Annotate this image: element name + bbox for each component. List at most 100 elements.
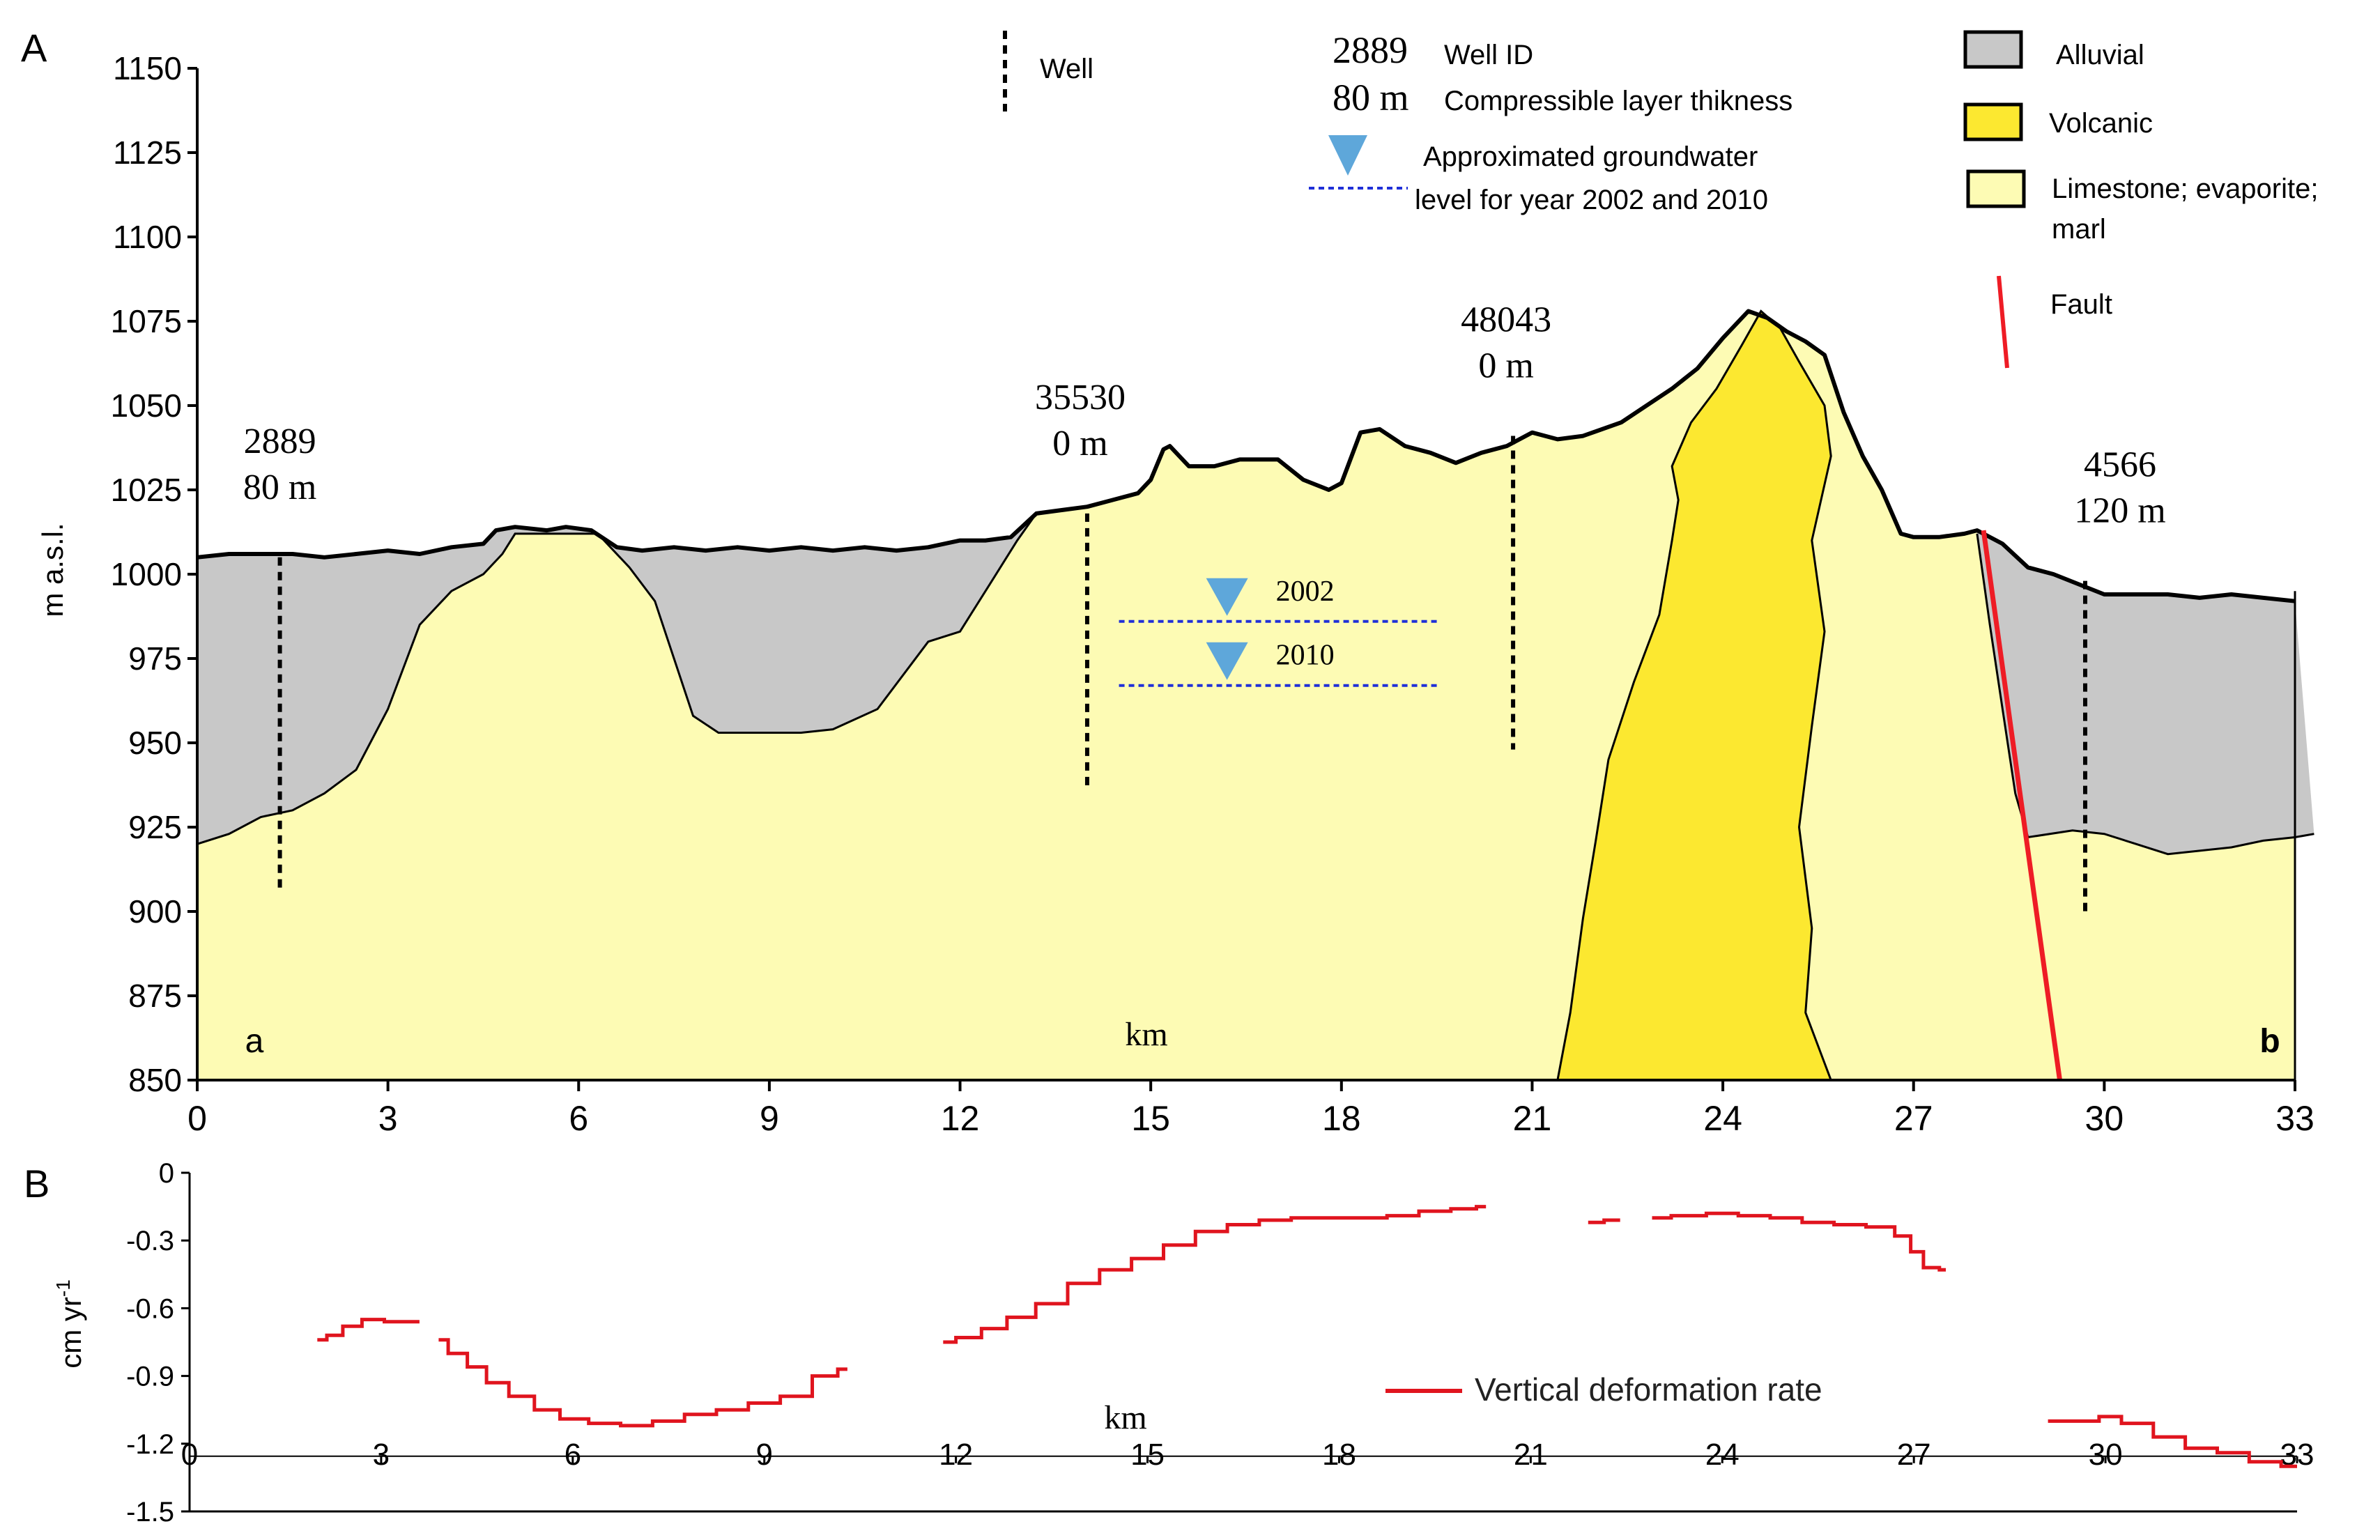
panel-a-x-tick-label: 6: [569, 1099, 588, 1138]
end-label-b: b: [2259, 1023, 2280, 1060]
well-id-label: 2889: [244, 422, 316, 461]
groundwater-levels: 2002 2010: [1119, 576, 1437, 687]
panel-a-y-tick-label: 850: [128, 1062, 182, 1098]
panel-b-x-tick-label: 21: [1514, 1438, 1548, 1472]
panel-a-x-tick-label: 21: [1513, 1099, 1552, 1138]
panel-b-x-tick-label: 12: [939, 1438, 973, 1472]
panel-b-y-tick-label: 0: [159, 1158, 174, 1189]
panel-a-y-tick-label: 975: [128, 640, 182, 677]
panel-b-axes: 0-0.3-0.6-0.9-1.2-1.50 3 6 9 12 15 18 21 24 27 30 3…: [126, 1158, 2314, 1527]
panel-b-x-tick-label: 30: [2089, 1438, 2123, 1472]
panel-a-x-tick-label: 9: [760, 1099, 779, 1138]
panel-a-axes: 850 875 900 925 950 975 1000 1025 1050 1075 1100 11…: [111, 50, 2314, 1138]
groundwater-marker-2002: [1206, 578, 1248, 616]
panel-b-x-tick-label: 15: [1130, 1438, 1165, 1472]
panel-b-y-tick-label: -1.2: [126, 1429, 174, 1460]
panel-b-x-tick-label: 6: [565, 1438, 581, 1472]
well-thickness-label: 80 m: [243, 468, 316, 507]
panel-b-x-tick-label: 9: [755, 1438, 772, 1472]
volcanic-body: [1556, 309, 1833, 1081]
legend-alluvial-label: Alluvial: [2056, 40, 2144, 70]
legend-volcanic-label: Volcanic: [2049, 108, 2153, 139]
alluvial-layer-right: [1976, 530, 2314, 854]
panel-b-y-tick-label: -0.9: [126, 1362, 174, 1392]
deformation-rate-segment: [943, 1205, 1487, 1344]
deformation-rate-segment: [317, 1318, 420, 1342]
groundwater-marker-2010: [1206, 642, 1248, 680]
deformation-series: [317, 1205, 2297, 1468]
panel-a-x-tick-label: 12: [941, 1099, 980, 1138]
limestone-layer: [197, 311, 2295, 1080]
panel-b-x-tick-label: 0: [181, 1438, 198, 1472]
deformation-rate-segment: [2048, 1415, 2297, 1468]
panel-b-x-tick-label: 27: [1897, 1438, 1931, 1472]
legend-well-id-example: 2889: [1333, 29, 1408, 71]
groundwater-year-2010: 2010: [1276, 640, 1335, 672]
ground-surface-line: [197, 309, 2296, 603]
panel-b-legend-label: Vertical deformation rate: [1475, 1371, 1822, 1408]
alluvial-right-base-line: [1976, 533, 2314, 856]
panel-a-y-tick-label: 1050: [111, 387, 182, 424]
well-id-label: 4566: [2084, 445, 2156, 485]
legend-limestone-swatch: [1966, 169, 2026, 208]
well-thickness-label: 0 m: [1052, 424, 1107, 463]
panel-b-x-tick-label: 18: [1322, 1438, 1356, 1472]
panel-a-y-tick-label: 1025: [111, 472, 182, 508]
panel-a-y-tick-label: 1000: [111, 556, 182, 592]
panel-a-y-tick-label: 1100: [113, 219, 182, 255]
panel-a-y-tick-label: 1150: [113, 50, 182, 86]
legend-groundwater-line1: Approximated groundwater: [1423, 141, 1758, 172]
panel-a-label: A: [21, 26, 47, 70]
panel-b-ylabel-main: cm yr: [54, 1297, 87, 1369]
deformation-rate-segment: [1652, 1211, 1946, 1272]
legend-limestone-line1: Limestone; evaporite;: [2052, 174, 2318, 204]
panel-b-xlabel: km: [1104, 1399, 1146, 1436]
panel-b-x-tick-label: 24: [1705, 1438, 1740, 1472]
legend-volcanic-swatch: [1963, 102, 2023, 141]
panel-a-x-tick-label: 24: [1703, 1099, 1742, 1138]
geology-layers: [196, 309, 2314, 1081]
legend-groundwater-marker: [1328, 135, 1367, 176]
svg-text:cm yr-1: cm yr-1: [52, 1279, 87, 1369]
panel-a-y-tick-label: 1075: [111, 303, 182, 339]
legend-limestone-line2: marl: [2052, 214, 2106, 245]
fault-line: [1981, 530, 2062, 1081]
well-thickness-label: 120 m: [2074, 491, 2165, 531]
end-label-a: a: [245, 1023, 264, 1060]
legend-thickness-example: 80 m: [1333, 77, 1409, 118]
deformation-rate-segment: [1588, 1218, 1620, 1224]
panel-a-x-tick-label: 0: [187, 1099, 207, 1138]
deformation-rate-segment: [438, 1338, 847, 1428]
panel-a-y-tick-label: 950: [128, 725, 182, 761]
groundwater-year-2002: 2002: [1276, 576, 1335, 608]
panel-a-ylabel: m a.s.l.: [36, 523, 69, 617]
panel-a-x-tick-label: 33: [2275, 1099, 2314, 1138]
panel-a-xlabel: km: [1125, 1016, 1167, 1053]
panel-a-y-tick-label: 900: [128, 893, 182, 930]
panel-b-ylabel: cm yr-1: [52, 1279, 87, 1369]
panel-b-ylabel-sup: -1: [52, 1279, 74, 1297]
wells: 2889 80 m 35530 0 m 48043 0 m 4566 120 m: [243, 300, 2166, 915]
legend-fault-label: Fault: [2050, 289, 2112, 320]
panel-a-y-tick-label: 875: [128, 978, 182, 1014]
panel-b-y-tick-label: -0.6: [126, 1293, 174, 1324]
legend-well-id-label: Well ID: [1444, 40, 1533, 70]
panel-a-y-tick-label: 1125: [113, 134, 182, 171]
well-id-label: 35530: [1035, 378, 1126, 417]
panel-a-x-tick-label: 18: [1322, 1099, 1361, 1138]
legend-well-label: Well: [1040, 54, 1093, 84]
well-id-label: 48043: [1461, 300, 1551, 340]
panel-a-x-tick-label: 27: [1894, 1099, 1933, 1138]
legend-alluvial-swatch: [1963, 30, 2023, 69]
panel-b-y-tick-label: -1.5: [126, 1497, 174, 1527]
panel-b-y-tick-label: -0.3: [126, 1226, 174, 1256]
panel-a-x-tick-label: 15: [1131, 1099, 1170, 1138]
panel-b-x-tick-label: 3: [373, 1438, 390, 1472]
legend-groundwater-line2: level for year 2002 and 2010: [1415, 185, 1768, 215]
panel-a-x-tick-label: 3: [378, 1099, 398, 1138]
panel-b-label: B: [24, 1162, 49, 1206]
panel-a-x-tick-label: 30: [2085, 1099, 2124, 1138]
well-thickness-label: 0 m: [1478, 346, 1533, 386]
legend-thickness-label: Compressible layer thikness: [1444, 86, 1792, 116]
